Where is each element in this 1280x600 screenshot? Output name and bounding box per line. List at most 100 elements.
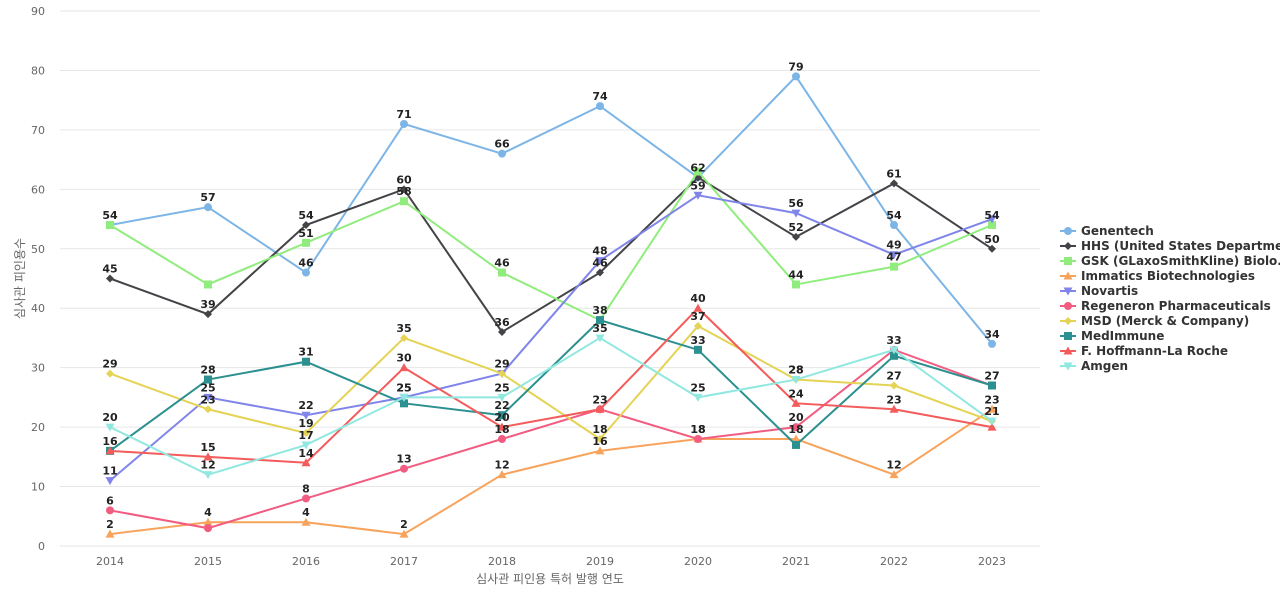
- data-label: 4: [204, 506, 212, 519]
- data-label: 52: [788, 221, 803, 234]
- series-line: [109, 324, 993, 441]
- data-point: [302, 238, 310, 247]
- data-point: [203, 393, 213, 402]
- legend-item[interactable]: F. Hoffmann-La Roche: [1060, 344, 1228, 358]
- y-tick-label: 90: [31, 5, 45, 18]
- data-label: 24: [788, 387, 804, 400]
- data-point: [400, 464, 408, 473]
- data-label: 28: [788, 364, 803, 377]
- data-label: 39: [200, 298, 215, 311]
- data-label: 33: [886, 334, 901, 347]
- data-label: 25: [494, 381, 509, 394]
- legend-item[interactable]: HHS (United States Departme...: [1060, 239, 1280, 253]
- x-tick-label: 2015: [194, 555, 222, 568]
- legend-item[interactable]: Genentech: [1060, 224, 1154, 238]
- data-label: 48: [592, 245, 607, 258]
- series-line: [109, 336, 993, 476]
- y-tick-label: 80: [31, 64, 45, 77]
- data-label: 45: [102, 263, 117, 276]
- data-label: 12: [494, 459, 509, 472]
- data-point: [497, 422, 507, 431]
- data-point: [596, 102, 604, 111]
- y-tick-label: 20: [31, 421, 45, 434]
- legend-label: Immatics Biotechnologies: [1081, 269, 1255, 283]
- series-7: [106, 316, 996, 455]
- data-point: [203, 471, 213, 480]
- legend-item[interactable]: Immatics Biotechnologies: [1060, 269, 1255, 283]
- legend-label: Novartis: [1081, 284, 1138, 298]
- data-label: 4: [302, 506, 310, 519]
- data-label: 71: [396, 108, 411, 121]
- y-tick-label: 0: [38, 540, 45, 553]
- legend-item[interactable]: Novartis: [1060, 284, 1138, 298]
- data-label: 18: [690, 423, 705, 436]
- series-4: [105, 191, 997, 486]
- data-label: 16: [102, 435, 118, 448]
- data-label: 38: [592, 304, 607, 317]
- data-label: 46: [298, 257, 314, 270]
- data-point: [399, 529, 409, 538]
- data-point: [302, 494, 310, 503]
- x-tick-label: 2017: [390, 555, 418, 568]
- data-point: [302, 429, 310, 438]
- data-label: 11: [102, 465, 117, 478]
- data-point: [498, 435, 506, 443]
- data-labels: 5457467166746279543445395460364652615051…: [102, 60, 1000, 531]
- data-label: 6: [106, 494, 114, 507]
- data-label: 15: [200, 441, 215, 454]
- data-point: [204, 280, 212, 289]
- data-label: 25: [396, 381, 411, 394]
- data-point: [889, 251, 899, 260]
- data-point: [792, 423, 800, 432]
- data-label: 29: [494, 358, 509, 371]
- legend-marker: [1064, 227, 1072, 235]
- y-tick-label: 60: [31, 183, 45, 196]
- data-label: 54: [102, 209, 118, 222]
- data-point: [204, 203, 212, 212]
- data-point: [106, 506, 114, 515]
- data-point: [889, 346, 899, 355]
- data-point: [106, 369, 114, 378]
- x-axis-title: 심사관 피인용 특허 발행 연도: [476, 571, 624, 586]
- data-point: [204, 310, 212, 319]
- legend-item[interactable]: Regeneron Pharmaceuticals: [1060, 299, 1271, 313]
- data-point: [400, 399, 408, 408]
- data-point: [694, 167, 702, 176]
- data-point: [595, 404, 605, 413]
- data-point: [106, 221, 114, 229]
- data-point: [792, 280, 800, 289]
- data-point: [301, 441, 311, 450]
- y-tick-label: 10: [31, 481, 45, 494]
- legend-marker: [1064, 242, 1072, 250]
- data-label: 25: [200, 381, 215, 394]
- data-label: 34: [984, 328, 1000, 341]
- data-label: 28: [200, 364, 215, 377]
- data-point: [497, 470, 507, 479]
- y-axis-ticks: 0 10 20 30 40 50 60 70 80 90: [31, 5, 45, 553]
- legend-item[interactable]: MedImmune: [1060, 329, 1164, 343]
- data-point: [988, 381, 996, 390]
- legend-item[interactable]: Amgen: [1060, 359, 1128, 373]
- data-label: 18: [788, 423, 803, 436]
- data-label: 36: [494, 316, 510, 329]
- data-label: 12: [886, 459, 901, 472]
- data-label: 23: [592, 393, 607, 406]
- legend-item[interactable]: GSK (GLaxoSmithKline) Biolo...: [1060, 254, 1280, 268]
- data-label: 20: [494, 411, 510, 424]
- data-point: [596, 268, 604, 277]
- data-point: [400, 185, 408, 194]
- data-label: 37: [690, 310, 705, 323]
- data-point: [302, 268, 310, 277]
- data-point: [400, 197, 408, 206]
- data-point: [301, 411, 311, 420]
- legend-item[interactable]: MSD (Merck & Company): [1060, 314, 1249, 328]
- data-point: [987, 417, 997, 426]
- series-line: [109, 194, 993, 482]
- data-point: [498, 268, 506, 277]
- gridlines: [60, 10, 1040, 547]
- legend-marker: [1064, 302, 1072, 310]
- x-tick-label: 2019: [586, 555, 614, 568]
- data-label: 47: [886, 251, 901, 264]
